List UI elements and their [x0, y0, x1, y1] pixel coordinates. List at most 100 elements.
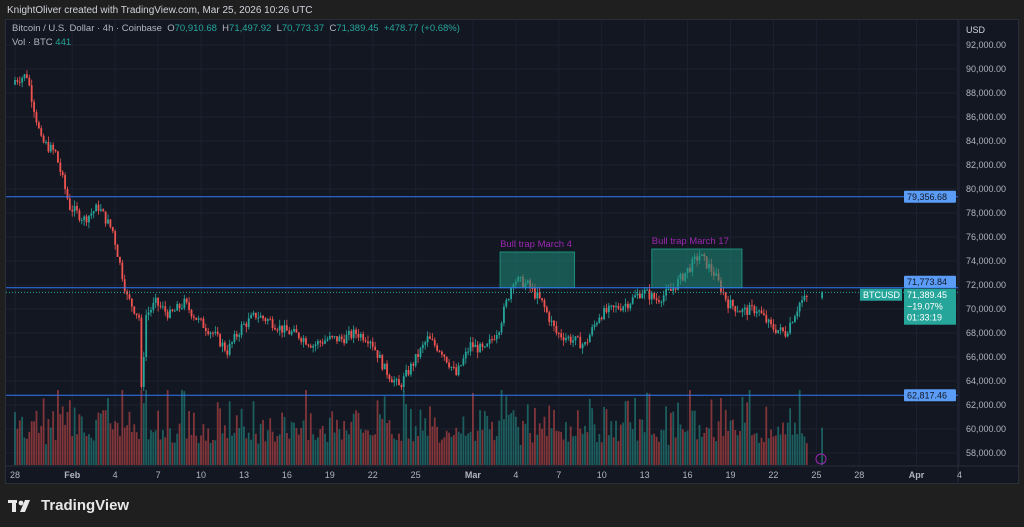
y-tick-label: 70,000.00 — [966, 304, 1006, 314]
volume-bar — [266, 430, 269, 465]
volume-bar — [703, 432, 706, 465]
candle-body — [579, 336, 582, 349]
volume-bar — [414, 426, 417, 465]
candle-body — [386, 363, 388, 375]
candle-body — [782, 327, 784, 332]
volume-bar — [748, 390, 751, 465]
candle-body — [343, 339, 346, 344]
y-tick-label: 84,000.00 — [966, 136, 1006, 146]
candle-body — [498, 332, 501, 335]
volume-bar — [99, 413, 102, 465]
price-line-label-bg — [904, 389, 956, 402]
candle-body — [634, 295, 636, 298]
volume-bar — [586, 432, 589, 465]
candle-body — [798, 302, 801, 312]
volume-bar — [343, 420, 346, 465]
candle-body — [33, 101, 35, 113]
candle-body — [648, 289, 651, 300]
volume-bar — [567, 441, 570, 465]
candle-body — [68, 198, 71, 210]
x-tick-label: 4 — [113, 470, 118, 480]
volume-bar — [700, 436, 703, 465]
candle-body — [426, 336, 429, 343]
candle-body — [281, 325, 284, 333]
bull-trap-box — [499, 251, 576, 289]
volume-bar — [450, 436, 453, 465]
volume-bar — [474, 440, 477, 465]
volume-bar — [507, 414, 510, 465]
volume-bar — [28, 431, 31, 465]
candle-body — [362, 334, 365, 341]
candle-body — [598, 317, 601, 323]
candle-body — [610, 305, 613, 307]
candle-body — [264, 318, 267, 322]
volume-bar — [64, 424, 66, 465]
candle-body — [152, 302, 155, 310]
price-line-label: 79,356.68 — [907, 192, 947, 202]
candle-body — [572, 340, 574, 343]
candle-body — [107, 219, 109, 224]
candle-body — [667, 289, 670, 291]
volume-bar — [345, 430, 348, 465]
volume-bar — [331, 411, 334, 465]
volume-bar — [197, 442, 200, 465]
candle-body — [658, 300, 660, 302]
candle-body — [727, 299, 730, 309]
candle-body — [793, 316, 796, 323]
volume-bar — [705, 427, 708, 465]
volume-bar — [505, 396, 508, 465]
candle-body — [128, 294, 131, 299]
candle-body — [252, 312, 255, 316]
price-line-label: 62,817.46 — [907, 391, 947, 401]
candle-body — [147, 312, 150, 316]
volume-bar — [643, 432, 646, 465]
candle-body — [627, 303, 629, 309]
candle-body — [364, 340, 367, 342]
candle-body — [142, 357, 145, 387]
volume-bar — [631, 429, 634, 465]
volume-bar — [336, 419, 338, 465]
volume-bar — [746, 402, 749, 465]
volume-bar — [54, 440, 57, 465]
candle-body — [295, 328, 298, 333]
x-tick-label: 13 — [640, 470, 650, 480]
volume-bar — [636, 440, 639, 465]
volume-bar — [443, 437, 446, 465]
candle-body — [290, 331, 293, 335]
candle-body — [402, 376, 405, 387]
volume-bar — [102, 410, 105, 465]
volume-bar — [734, 430, 737, 465]
candle-body — [269, 319, 272, 321]
volume-bar — [436, 426, 439, 465]
candle-body — [390, 379, 393, 383]
candle-body — [138, 315, 140, 318]
candle-body — [488, 339, 491, 344]
candle-body — [503, 306, 505, 324]
volume-bar — [426, 435, 429, 465]
volume-bar — [600, 442, 603, 465]
candle-body — [30, 85, 33, 102]
candle-body — [591, 327, 594, 336]
volume-bar — [80, 416, 83, 465]
volume-bar — [171, 442, 174, 465]
volume-bar — [302, 420, 305, 465]
volume-bar — [257, 443, 260, 465]
candle-body — [379, 355, 381, 358]
candle-body — [312, 345, 315, 348]
open-value: 70,910.68 — [174, 23, 217, 34]
candle-body — [412, 363, 415, 366]
candle-body — [278, 325, 281, 331]
volume-bar — [441, 439, 443, 465]
x-tick-label: 10 — [196, 470, 206, 480]
candle-body — [226, 350, 229, 355]
y-tick-label: 68,000.00 — [966, 328, 1006, 338]
volume-bar — [95, 419, 97, 465]
volume-bar — [276, 436, 279, 465]
candle-body — [371, 341, 374, 347]
volume-bar — [793, 422, 796, 465]
candle-body — [26, 74, 28, 78]
candle-body — [743, 307, 746, 310]
candle-body — [553, 320, 555, 326]
candle-body — [197, 318, 200, 320]
